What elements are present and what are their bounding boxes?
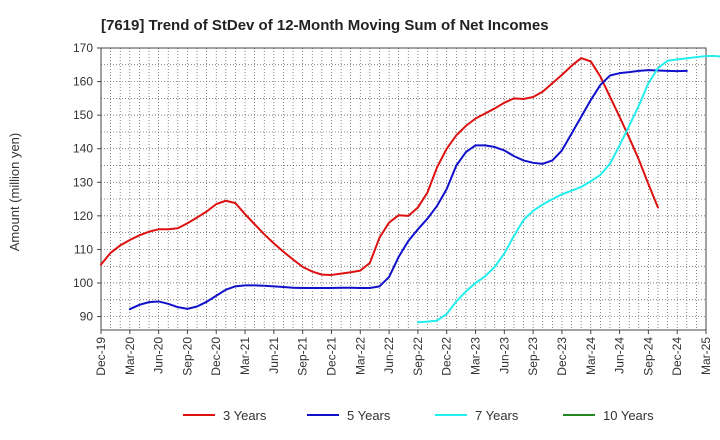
y-tick-label: 90 — [80, 310, 94, 324]
x-tick-label: Mar-21 — [238, 337, 252, 375]
series-line-7-years — [416, 55, 720, 324]
x-tick-label: Dec-23 — [555, 337, 569, 376]
x-tick-label: Jun-23 — [497, 337, 511, 374]
x-tick-label: Mar-23 — [469, 337, 483, 375]
x-tick-label: Dec-21 — [324, 337, 338, 376]
legend-label-5-years: 5 Years — [347, 408, 391, 423]
y-tick-label: 110 — [74, 242, 93, 256]
chart-title: [7619] Trend of StDev of 12-Month Moving… — [101, 17, 549, 34]
x-tick-label: Dec-22 — [440, 337, 454, 376]
legend-label-3-years: 3 Years — [223, 408, 267, 423]
x-tick-label: Sep-24 — [641, 337, 655, 376]
y-tick-label: 150 — [73, 108, 93, 122]
y-tick-label: 170 — [73, 41, 93, 55]
x-tick-label: Mar-20 — [123, 337, 137, 375]
plot-frame — [100, 47, 707, 331]
x-tick-label: Dec-20 — [209, 337, 223, 376]
x-tick-label: Sep-21 — [296, 337, 310, 376]
x-tick-label: Mar-25 — [699, 337, 713, 375]
y-tick-label: 100 — [73, 276, 93, 290]
x-tick-label: Jun-21 — [267, 337, 281, 374]
legend: 3 Years 5 Years 7 Years 10 Years — [183, 408, 654, 423]
x-tick-label: Sep-22 — [411, 337, 425, 376]
series-line-3-years — [100, 57, 659, 276]
x-tick-label: Mar-24 — [584, 337, 598, 375]
x-tick-label: Sep-20 — [180, 337, 194, 376]
series-line-5-years — [128, 69, 688, 311]
y-tick-label: 160 — [73, 75, 93, 89]
x-tick-label: Jun-22 — [382, 337, 396, 374]
plot-area: 90 100 110 120 130 140 150 160 170 Dec-19 Mar-20 Ju… — [73, 41, 720, 376]
x-tick-label: Jun-24 — [613, 337, 627, 374]
y-tick-label: 140 — [73, 142, 93, 156]
x-tick-label: Dec-19 — [94, 337, 108, 376]
legend-label-7-years: 7 Years — [475, 408, 519, 423]
plot-background — [101, 48, 706, 330]
x-tick-label: Mar-22 — [353, 337, 367, 375]
y-tick-label: 130 — [73, 175, 93, 189]
y-tick-label: 120 — [73, 209, 93, 223]
x-tick-label: Jun-20 — [152, 337, 166, 374]
y-axis-label: Amount (million yen) — [7, 133, 22, 252]
x-tick-label: Dec-24 — [670, 337, 684, 376]
legend-label-10-years: 10 Years — [603, 408, 654, 423]
x-tick-label: Sep-23 — [526, 337, 540, 376]
